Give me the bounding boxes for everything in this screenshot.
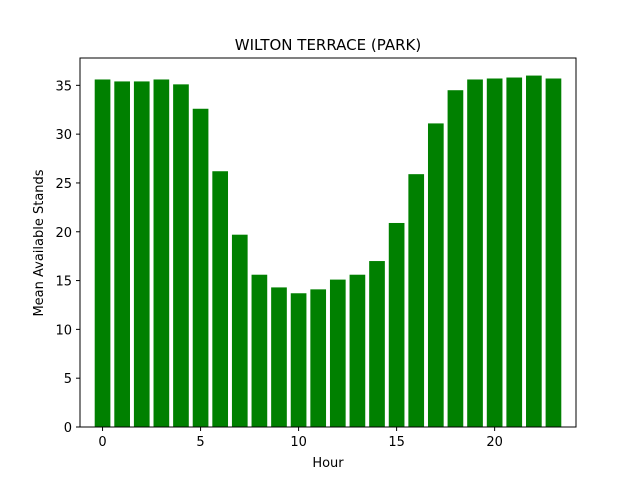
y-tick-label: 0 [64,421,72,436]
x-tick-label: 0 [98,435,106,450]
bar-hour-11 [310,289,327,427]
bars-group [94,75,562,428]
y-axis-ticks: 0 5 10 15 20 25 30 35 [55,79,80,436]
y-tick-label: 10 [55,323,72,338]
bar-hour-22 [526,75,542,428]
y-axis-label: Mean Available Stands [32,169,47,316]
x-tick-label: 10 [290,435,307,450]
x-axis-ticks: 0 5 10 15 20 [98,427,503,450]
bar-hour-17 [427,123,444,428]
bar-hour-4 [173,84,189,427]
bar-hour-14 [369,261,385,427]
bar-hour-20 [486,78,503,427]
bar-hour-13 [349,274,366,427]
bar-hour-9 [271,287,287,427]
x-axis-label: Hour [312,456,344,471]
bar-hour-6 [212,171,229,427]
bar-hour-18 [447,90,464,427]
bar-hour-3 [153,79,170,427]
chart-title: WILTON TERRACE (PARK) [235,36,421,54]
bar-hour-1 [114,81,130,427]
x-tick-label: 5 [196,435,204,450]
bar-hour-8 [251,274,268,427]
bar-hour-23 [545,78,562,427]
bar-hour-12 [329,279,346,427]
bar-hour-21 [506,77,523,428]
y-tick-label: 15 [55,275,72,290]
y-tick-label: 30 [55,128,72,143]
bar-hour-10 [290,293,307,427]
bar-hour-16 [408,174,425,427]
bar-hour-19 [467,79,483,427]
y-tick-label: 35 [55,79,72,94]
bar-hour-15 [388,222,405,427]
y-tick-label: 20 [55,226,72,241]
bar-hour-5 [192,108,209,427]
bar-hour-0 [94,79,111,427]
y-tick-label: 25 [55,177,72,192]
x-tick-label: 15 [388,435,405,450]
x-tick-label: 20 [486,435,503,450]
bar-hour-2 [133,81,150,427]
y-tick-label: 5 [64,372,72,387]
bar-hour-7 [231,234,248,427]
plot-frame [79,57,577,428]
